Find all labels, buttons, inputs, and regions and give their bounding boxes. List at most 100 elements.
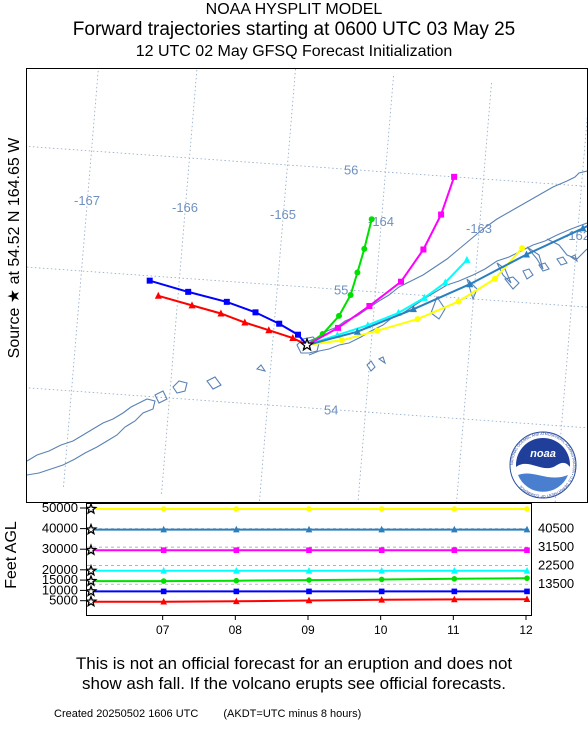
altitude-right-labels: 40500 31500 22500 13500: [538, 521, 574, 592]
altitude-point: [451, 595, 458, 603]
longitude-line: [259, 69, 296, 501]
altitude-point: [160, 567, 167, 574]
longitude-line: [63, 69, 99, 487]
unalaska-island-coastline: [27, 398, 156, 476]
altitude-source-star: [87, 594, 98, 608]
trajectory-point: [289, 333, 297, 341]
forecast-init-subtitle: 12 UTC 02 May GFSQ Forecast Initializati…: [135, 43, 453, 60]
altitude-panel: [86, 503, 532, 616]
longitude-label: -166: [172, 200, 198, 215]
trajectory-point: [185, 288, 192, 295]
trajectory-point: [420, 293, 428, 301]
altitude-source-star: [87, 574, 98, 587]
shumagin-islands: [504, 254, 579, 290]
altitude-x-axis: 07 08 09 10 11 12: [156, 615, 533, 637]
altitude-point: [160, 547, 167, 553]
longitude-labels: -168-167-166-165-164-163-162-161: [74, 193, 587, 243]
trajectory-point: [354, 269, 361, 276]
trajectory-lines: [146, 173, 587, 346]
altitude-point: [160, 578, 167, 584]
altitude-point: [233, 597, 240, 605]
altitude-source-star: [87, 584, 98, 597]
created-timestamp: Created 20250502 1606 UTC: [54, 708, 199, 720]
model-title: NOAA HYSPLIT MODEL: [205, 1, 383, 18]
x-tick-label: 12: [519, 623, 533, 637]
source-star-icon: [299, 337, 315, 352]
right-level-label: 22500: [538, 558, 574, 573]
disclaimer: This is not an official forecast for an …: [0, 654, 588, 694]
latitude-line: [27, 145, 587, 187]
altitude-point: [451, 547, 458, 553]
longitude-label: -165: [270, 207, 296, 222]
trajectory-point: [410, 305, 417, 313]
map-panel: -168-167-166-165-164-163-162-161 565554 …: [26, 68, 588, 503]
trajectory-point: [366, 303, 373, 309]
altitude-point: [451, 576, 458, 582]
x-tick-label: 07: [156, 623, 170, 637]
altitude-point: [305, 567, 313, 574]
y-tick-label: 5000: [49, 593, 78, 608]
altitude-point: [233, 506, 240, 512]
trajectory-point: [368, 216, 375, 223]
noaa-logo-text: noaa: [530, 448, 556, 460]
latitude-label: 56: [344, 163, 358, 178]
x-tick-label: 08: [229, 623, 243, 637]
trajectory-point: [491, 275, 498, 282]
sanak-islands: [255, 356, 387, 372]
longitude-line: [357, 75, 394, 502]
trajectory-point: [361, 245, 368, 252]
trajectory-point: [374, 327, 381, 334]
akun-akutan-islands: [154, 376, 222, 404]
altitude-point: [524, 547, 530, 553]
trajectory-point: [146, 277, 153, 284]
latitude-line: [27, 266, 587, 308]
coastline: [27, 170, 587, 476]
right-level-label: 31500: [538, 539, 574, 554]
altitude-point: [378, 506, 385, 512]
right-level-label: 40500: [538, 521, 574, 536]
altitude-point: [306, 506, 312, 512]
altitude-point: [524, 575, 530, 582]
trajectory-point: [154, 291, 162, 299]
y-tick-label: 30000: [42, 541, 78, 556]
trajectory-point: [265, 326, 273, 334]
latitude-label: 55: [334, 283, 348, 298]
trajectory-point: [336, 312, 342, 319]
altitude-point: [523, 595, 531, 603]
peninsula-bays: [430, 238, 587, 320]
trajectory-point: [338, 337, 345, 344]
x-tick-label: 10: [374, 623, 388, 637]
trajectory-point: [420, 246, 427, 253]
trajectory-point: [466, 280, 474, 288]
trajectory-point: [252, 309, 259, 316]
noaa-logo: noaa NATIONAL OCEANIC AND ATMOSPHERIC AD…: [509, 431, 577, 499]
noaa-logo-lower: [518, 473, 568, 492]
altitude-point: [233, 567, 240, 574]
longitude-label: -162: [564, 228, 587, 243]
x-tick-label: 09: [301, 623, 315, 637]
right-level-label: 13500: [538, 576, 574, 591]
graticule-lines: [27, 69, 587, 502]
trajectory-line: [306, 225, 587, 346]
y-tick-label: 10000: [42, 582, 78, 597]
altitude-point: [305, 525, 313, 533]
altitude-point: [378, 547, 385, 553]
altitude-source-star: [87, 563, 98, 577]
y-tick-label: 40000: [42, 521, 78, 536]
altitude-point: [378, 525, 385, 533]
latitude-label: 54: [324, 403, 338, 418]
altitude-chart: [87, 504, 531, 608]
trajectory-point: [455, 298, 462, 305]
trajectory-point: [398, 278, 404, 285]
altitude-source-star: [87, 522, 98, 536]
altitude-point: [160, 525, 167, 533]
trajectory-point: [438, 211, 445, 218]
altitude-point: [524, 506, 530, 512]
trajectory-point: [441, 278, 449, 286]
trajectory-point: [414, 316, 421, 323]
altitude-point: [378, 567, 385, 574]
altitude-point: [523, 525, 531, 533]
longitude-label: -167: [74, 193, 100, 208]
longitude-label: -164: [368, 214, 394, 229]
